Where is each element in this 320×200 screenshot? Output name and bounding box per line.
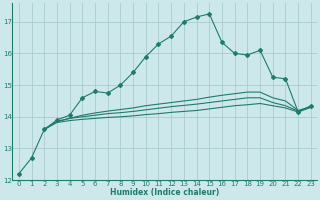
X-axis label: Humidex (Indice chaleur): Humidex (Indice chaleur): [110, 188, 220, 197]
